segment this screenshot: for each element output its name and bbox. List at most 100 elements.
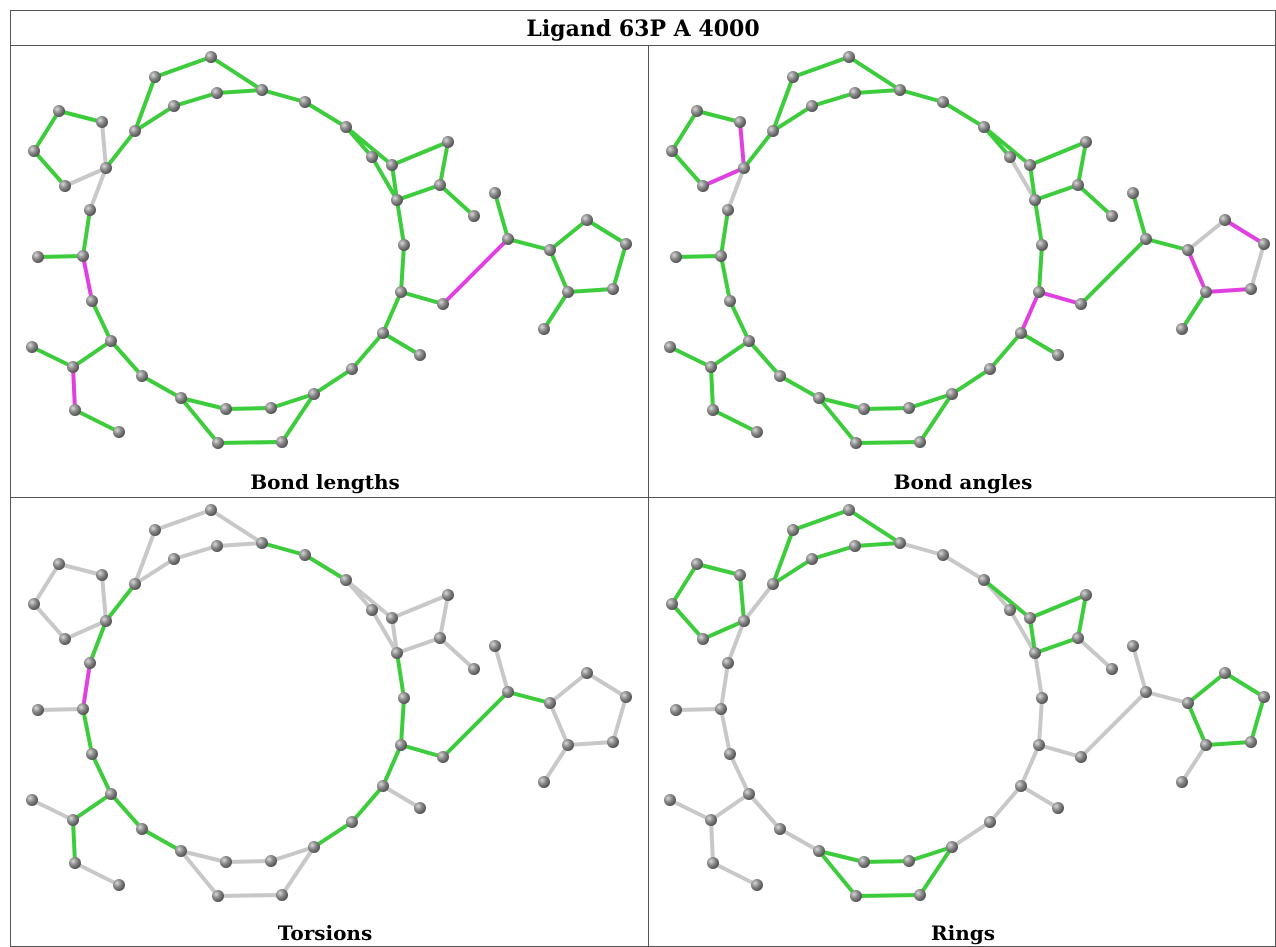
atom	[738, 615, 750, 627]
bond	[381, 743, 403, 788]
atom	[715, 703, 727, 715]
bond	[71, 792, 113, 822]
atom	[978, 121, 990, 133]
bond	[1131, 644, 1148, 694]
bond	[738, 120, 746, 170]
atom	[113, 879, 125, 891]
atom	[1176, 323, 1188, 335]
bond	[395, 183, 442, 202]
atom	[767, 125, 779, 137]
atom	[1075, 298, 1087, 310]
bond	[1037, 743, 1083, 759]
atom	[697, 633, 709, 645]
atom	[914, 436, 926, 448]
atom	[666, 145, 678, 157]
atom	[1029, 647, 1041, 659]
bond	[133, 75, 157, 133]
bond	[312, 820, 354, 849]
bond	[1019, 331, 1060, 357]
bond	[941, 100, 986, 129]
title: Ligand 63P A 4000	[526, 16, 759, 42]
bond	[381, 290, 403, 335]
atom	[544, 244, 556, 256]
bond	[209, 508, 264, 545]
atom	[1029, 194, 1041, 206]
atom	[1258, 691, 1270, 703]
atom	[1182, 697, 1194, 709]
atom	[84, 657, 96, 669]
atom	[32, 251, 44, 263]
atom	[607, 736, 619, 748]
molecule	[664, 51, 1270, 449]
molecule	[26, 504, 632, 902]
atom	[743, 788, 755, 800]
atom	[620, 691, 632, 703]
atom	[434, 632, 446, 644]
atom	[1072, 179, 1084, 191]
bond	[862, 406, 911, 411]
atom	[437, 298, 449, 310]
bond	[100, 573, 108, 623]
atom	[489, 187, 501, 199]
bond	[506, 237, 552, 252]
bond	[810, 91, 857, 108]
panel-caption: Rings	[931, 921, 995, 945]
bond	[215, 88, 264, 95]
atom	[843, 51, 855, 63]
atom	[1004, 604, 1016, 616]
atom	[129, 578, 141, 590]
bond	[350, 784, 385, 824]
bond	[32, 562, 61, 606]
bond	[988, 331, 1023, 371]
bond	[90, 752, 113, 796]
bond	[726, 619, 746, 665]
atom	[1015, 780, 1027, 792]
atom	[1245, 283, 1257, 295]
atom	[562, 739, 574, 751]
bond	[771, 528, 795, 586]
atom	[86, 295, 98, 307]
atom	[894, 537, 906, 549]
bond	[179, 849, 220, 898]
bond	[88, 166, 108, 212]
bond	[312, 367, 354, 396]
bond	[493, 191, 510, 241]
atom	[724, 295, 736, 307]
atom	[414, 802, 426, 814]
bond	[709, 818, 715, 865]
bond	[1079, 690, 1148, 759]
bond	[88, 619, 108, 665]
bond	[709, 792, 751, 822]
atom	[386, 612, 398, 624]
bond	[344, 125, 394, 167]
bond	[1144, 237, 1190, 252]
bond	[63, 619, 108, 641]
atom	[391, 647, 403, 659]
atom	[175, 392, 187, 404]
atom	[276, 436, 288, 448]
bond	[506, 690, 552, 705]
bond	[104, 582, 137, 623]
bond	[918, 392, 954, 444]
atom	[984, 816, 996, 828]
bond	[153, 55, 213, 79]
bond	[1019, 290, 1041, 335]
atom	[1127, 187, 1139, 199]
atom	[774, 823, 786, 835]
bond	[260, 541, 307, 557]
bond	[269, 845, 316, 863]
atom	[100, 162, 112, 174]
bond	[585, 218, 628, 246]
bond	[63, 166, 108, 188]
atom	[734, 569, 746, 581]
bond	[100, 120, 108, 170]
bond	[670, 562, 699, 606]
bond	[133, 104, 176, 133]
bond	[674, 254, 723, 259]
bond	[399, 290, 445, 306]
atom	[787, 524, 799, 536]
bond	[90, 299, 113, 343]
bond	[817, 849, 858, 898]
atom	[806, 553, 818, 565]
atom	[1200, 286, 1212, 298]
